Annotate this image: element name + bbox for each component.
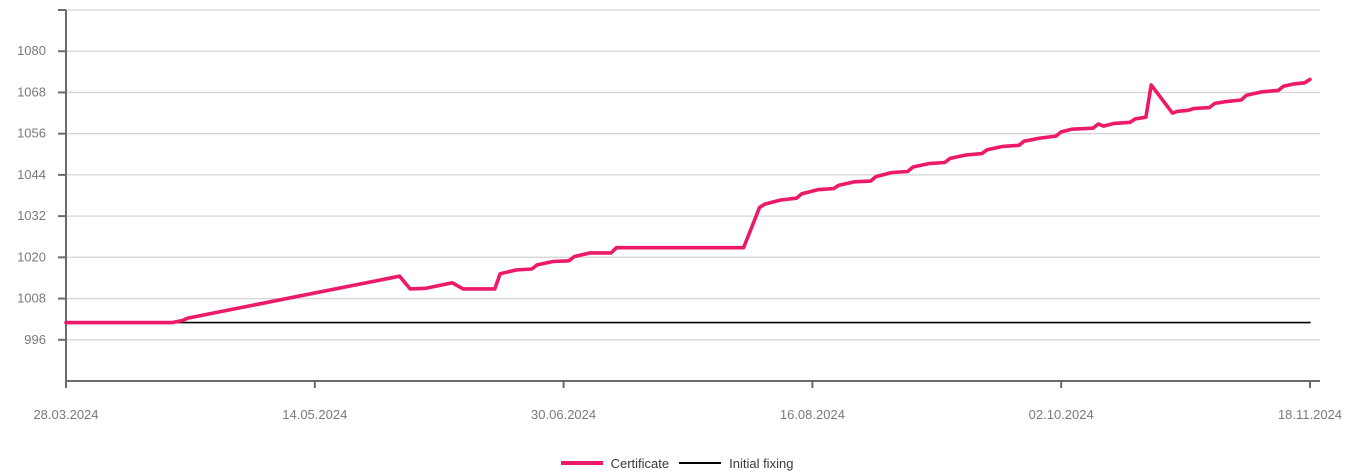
y-tick-label-996: 996 [24,332,46,347]
legend-item-certificate[interactable]: Certificate [560,455,670,471]
line-chart: 996 1008 1020 1032 1044 1056 1068 1080 28.03.20… [17,9,1342,422]
series-line-certificate [64,77,1312,325]
x-tick-label-0: 28.03.2024 [33,407,98,422]
legend-label-initial-fixing: Initial fixing [729,455,794,471]
gridlines [66,9,1320,341]
x-tick-label-2: 30.06.2024 [531,407,596,422]
x-tick-label-4: 02.10.2024 [1029,407,1094,422]
legend: Certificate Initial fixing [0,453,1354,473]
y-tick-label-1044: 1044 [17,167,46,182]
legend-item-initial-fixing[interactable]: Initial fixing [679,456,793,471]
legend-label-certificate: Certificate [610,455,670,471]
y-tick-label-1032: 1032 [17,208,46,223]
x-tick-label-1: 14.05.2024 [282,407,347,422]
legend-swatch-certificate [560,461,603,465]
y-tick-label-1008: 1008 [17,291,46,306]
x-axis: 28.03.2024 14.05.2024 30.06.2024 16.08.2024… [33,380,1342,422]
y-tick-label-1020: 1020 [17,249,46,264]
x-tick-label-5: 18.11.2024 [1278,407,1342,422]
y-tick-label-1056: 1056 [17,126,46,141]
y-tick-label-1080: 1080 [17,43,46,58]
y-axis: 996 1008 1020 1032 1044 1056 1068 1080 [17,9,67,381]
y-tick-label-1068: 1068 [17,84,46,99]
x-tick-label-3: 16.08.2024 [780,407,845,422]
legend-swatch-initial-fixing [679,462,722,464]
series-layer [64,77,1312,325]
